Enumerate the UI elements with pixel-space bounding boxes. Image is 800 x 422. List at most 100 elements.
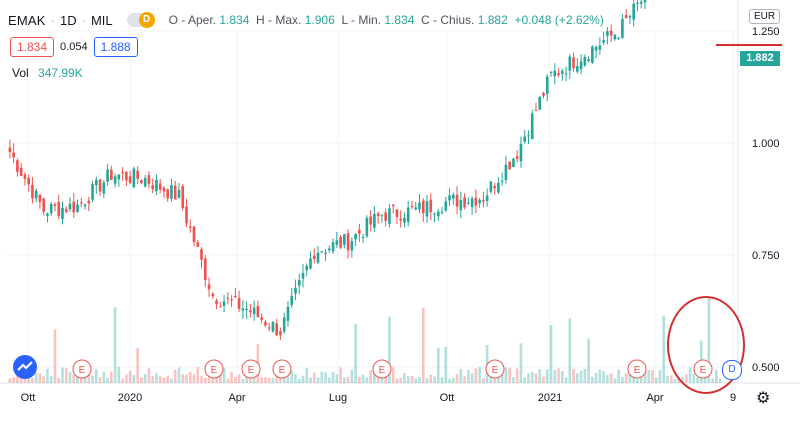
candle-body [87,200,91,204]
volume-bar [121,378,124,383]
volume-bar [170,378,173,383]
candle-body [301,272,305,279]
volume-bar [628,367,632,383]
candle-body [346,233,350,251]
candle-body [617,37,620,39]
candle-body [587,59,590,62]
volume-legend[interactable]: Vol 347.99K [12,66,83,80]
x-tick-label: Ott [21,392,36,404]
open-value: 1.834 [219,13,250,27]
candle-body [564,73,568,75]
candle-body [519,143,523,162]
gear-icon[interactable]: ⚙ [756,390,771,407]
buy-button[interactable]: 1.888 [93,37,138,57]
volume-bar [87,373,91,383]
volume-bar [166,375,170,383]
volume-bar [688,367,692,383]
symbol-name[interactable]: EMAK [8,12,46,28]
candle-body [549,71,553,73]
y-tick-label: 0.500 [752,362,780,374]
candle-body [185,206,188,224]
volume-bar [27,376,30,383]
earnings-marker-label: E [634,365,641,376]
sell-button[interactable]: 1.834 [10,37,55,57]
volume-bar [230,372,233,383]
volume-bar [436,347,440,383]
close-label: C - Chius. [421,13,475,27]
high-label: H - Max. [256,13,302,27]
candle-body [177,189,181,198]
candle-body [34,190,38,199]
dividend-badge[interactable]: D [722,360,742,380]
candle-body [497,182,500,193]
x-tick-label: 9 [730,392,736,404]
volume-bar [624,373,628,383]
candle-body [527,135,530,137]
volume-bar [504,367,508,383]
candle-body [512,158,515,168]
currency-label[interactable]: EUR [749,9,781,24]
volume-bar [196,367,200,383]
interval-label[interactable]: 1D [60,12,77,28]
candle-body [260,317,263,320]
low-value: 1.834 [384,13,415,27]
volume-bar [715,369,718,383]
volume-bar [136,348,139,383]
candle-body [267,327,271,329]
volume-bar [523,377,527,383]
candle-body [61,207,64,220]
volume-bar [226,378,230,383]
earnings-marker-label: E [492,365,499,376]
volume-bar [564,377,568,383]
candle-body [576,66,579,72]
candle-body [113,176,117,184]
volume-bar [647,370,651,383]
volume-bar [519,343,523,383]
candle-body [170,185,173,199]
volume-bar [42,376,46,383]
candle-body [451,194,455,199]
volume-bar [459,369,463,383]
volume-bar [598,369,602,383]
candle-body [542,92,545,96]
x-tick-label: 2020 [118,392,142,404]
candle-body [94,179,98,186]
x-tick-label: 2021 [538,392,562,404]
earnings-marker-icon [485,359,505,379]
candle-body [252,307,256,315]
x-tick-label: Lug [329,392,347,404]
candle-body [245,308,248,311]
x-tick-label: Apr [646,392,663,404]
candle-body [143,177,147,187]
candle-body [624,15,628,19]
candle-body [553,70,557,77]
candle-body [463,197,466,208]
candle-body [444,201,448,211]
tradingview-logo-icon[interactable] [13,355,37,379]
symbol-header[interactable]: EMAK · 1D · MIL D O - Aper. 1.834 H - Ma… [8,10,604,30]
delayed-data-toggle[interactable]: D [126,12,155,28]
volume-bar [64,367,68,383]
volume-bar [155,373,158,383]
volume-bar [320,371,324,383]
candle-body [106,169,109,182]
volume-bar [707,298,711,383]
volume-bar [102,372,106,383]
volume-bar [369,370,372,383]
candle-body [354,234,357,240]
volume-bar [579,370,583,383]
volume-bar [350,369,354,383]
candle-body [594,47,598,51]
volume-bar [76,374,79,383]
candle-body [530,113,534,140]
candle-body [211,293,215,297]
volume-bar [440,377,444,383]
candle-body [290,295,294,305]
volume-bar [12,377,15,383]
candle-body [222,301,226,306]
change-value: +0.048 (+2.62%) [514,13,604,27]
volume-bar [606,375,609,383]
earnings-marker-label: E [211,365,218,376]
candle-body [110,169,113,180]
